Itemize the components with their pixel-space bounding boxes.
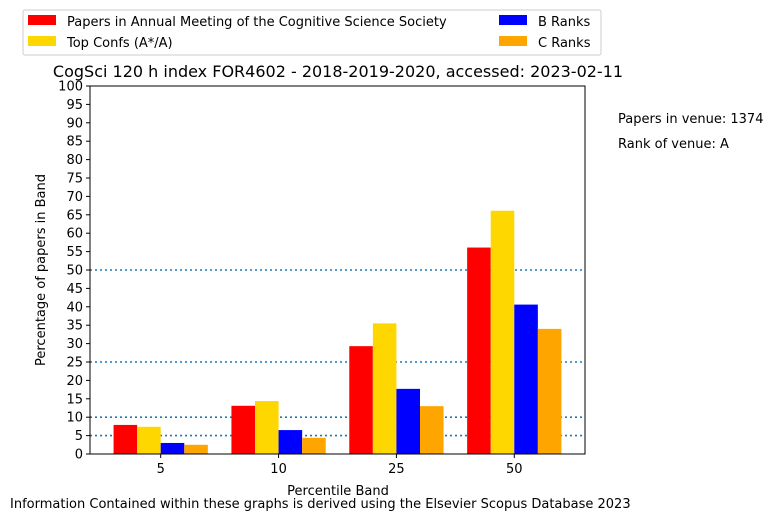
y-tick-label-17: 85 <box>66 135 83 150</box>
y-tick-label-19: 95 <box>66 98 83 113</box>
bars <box>113 210 562 454</box>
legend-label-2: B Ranks <box>538 15 591 30</box>
legend-swatch-2 <box>499 15 527 25</box>
bar-series3-cat0 <box>184 444 208 454</box>
x-tick-label-0: 5 <box>157 462 165 477</box>
y-tick-label-7: 35 <box>66 319 83 334</box>
legend-swatch-1 <box>28 36 56 46</box>
y-tick-label-6: 30 <box>66 337 83 352</box>
y-tick-label-12: 60 <box>66 227 83 242</box>
legend-label-1: Top Confs (A*/A) <box>66 36 173 51</box>
bar-series3-cat1 <box>302 437 326 454</box>
y-tick-label-3: 15 <box>66 392 83 407</box>
x-tick-label-3: 50 <box>506 462 523 477</box>
bar-series2-cat2 <box>396 388 420 454</box>
y-tick-label-20: 100 <box>58 80 83 95</box>
y-tick-label-15: 75 <box>66 172 83 187</box>
bar-series2-cat0 <box>160 442 185 454</box>
y-tick-label-0: 0 <box>75 448 83 463</box>
y-tick-label-2: 10 <box>66 411 83 426</box>
legend-swatch-3 <box>499 36 527 46</box>
y-tick-label-5: 25 <box>66 356 83 371</box>
bar-series1-cat3 <box>490 210 515 454</box>
y-tick-label-1: 5 <box>75 429 83 444</box>
bar-series1-cat2 <box>372 323 397 454</box>
y-tick-label-14: 70 <box>66 190 83 205</box>
bar-series0-cat1 <box>231 405 255 454</box>
legend-label-0: Papers in Annual Meeting of the Cognitiv… <box>67 15 447 30</box>
bar-series2-cat1 <box>278 430 303 454</box>
bar-series3-cat2 <box>420 406 444 454</box>
bar-series2-cat3 <box>514 304 538 454</box>
y-tick-label-16: 80 <box>66 153 83 168</box>
bar-series0-cat3 <box>467 247 491 454</box>
legend-frame <box>22 9 602 56</box>
x-axis-label: Percentile Band <box>287 484 389 499</box>
bar-series1-cat1 <box>255 401 279 454</box>
x-axis: 5 10 25 50 <box>157 454 523 477</box>
bar-series1-cat0 <box>137 426 161 454</box>
chart-title: CogSci 120 h index FOR4602 - 2018-2019-2… <box>53 62 623 81</box>
y-tick-label-18: 90 <box>66 116 83 131</box>
bar-series0-cat2 <box>349 346 373 454</box>
y-tick-label-4: 20 <box>66 374 83 389</box>
legend-label-3: C Ranks <box>538 36 591 51</box>
y-tick-label-9: 45 <box>66 282 83 297</box>
x-tick-label-1: 10 <box>270 462 287 477</box>
legend-swatch-0 <box>28 15 56 25</box>
y-tick-label-11: 55 <box>66 245 83 260</box>
y-tick-label-13: 65 <box>66 208 83 223</box>
papers-in-venue-note: Papers in venue: 1374 <box>618 112 763 127</box>
x-tick-label-2: 25 <box>388 462 405 477</box>
y-tick-label-8: 40 <box>66 300 83 315</box>
footer-source-note: Information Contained within these graph… <box>10 497 631 512</box>
y-tick-label-10: 50 <box>66 264 83 279</box>
rank-of-venue-note: Rank of venue: A <box>618 137 729 152</box>
y-axis-label: Percentage of papers in Band <box>34 174 49 366</box>
bar-series0-cat0 <box>113 424 138 454</box>
bar-series3-cat3 <box>537 328 562 454</box>
y-axis: 0 5 10 15 20 25 30 35 40 45 50 55 60 65 70 75 80 85 90 95 10… <box>58 80 90 463</box>
legend: Papers in Annual Meeting of the Cognitiv… <box>22 9 602 56</box>
